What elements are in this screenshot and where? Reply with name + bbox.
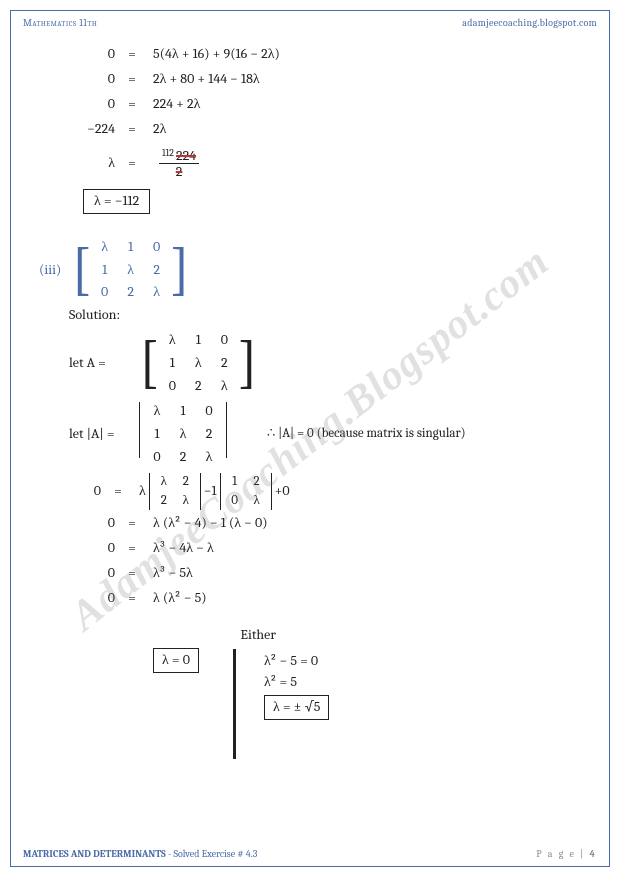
step-row: 0 = 224 + 2λ	[69, 93, 587, 115]
right-step: λ² = 5	[264, 673, 329, 692]
answer-box-1: λ = −112	[83, 189, 150, 214]
cofactor-expansion: 0 = λ λ2 2λ −1 12 0λ	[69, 473, 587, 510]
let-A-row: let A = [ λ10 1λ2 02λ ]	[69, 331, 587, 396]
answer-box-2b: λ = ± √5	[264, 695, 329, 720]
step-rhs: 5(4λ + 16) + 9(16 − 2λ)	[141, 45, 587, 64]
step-lhs: 0	[69, 45, 123, 64]
fraction-row: λ = 112224 2	[69, 148, 587, 180]
matrix-3x3: [ λ10 1λ2 02λ ]	[71, 238, 190, 303]
let-detA-row: let |A| = λ10 1λ2 02λ ∴ |A| = 0 (because…	[69, 402, 587, 467]
fraction: 112224 2	[159, 148, 199, 180]
footer-left: MATRICES AND DETERMINANTS - Solved Exerc…	[23, 848, 257, 860]
header-left: Mathematics 11th	[23, 17, 97, 29]
solution-label: Solution:	[69, 306, 587, 325]
right-step: λ² − 5 = 0	[264, 652, 329, 671]
step-row: 0 = λ³ − 4λ − λ	[69, 538, 587, 560]
singular-note: ∴ |A| = 0 (because matrix is singular)	[267, 425, 466, 443]
step-eq: =	[123, 45, 141, 64]
answer-box-2a: λ = 0	[153, 648, 199, 673]
either-label: Either	[240, 626, 275, 645]
either-block: λ = 0 Either λ² − 5 = 0 λ² = 5 λ = ± √5	[153, 626, 587, 759]
step-row: 0 = λ (λ² − 4) − 1 (λ − 0)	[69, 513, 587, 535]
step-row: −224 = 2λ	[69, 118, 587, 140]
part-iii-label: (iii) [ λ10 1λ2 02λ ]	[33, 238, 587, 303]
header-right: adamjeecoaching.blogspot.com	[462, 17, 597, 29]
content-body: 0 = 5(4λ + 16) + 9(16 − 2λ) 0 = 2λ + 80 …	[33, 43, 587, 759]
divider-line	[233, 649, 236, 759]
step-row: 0 = λ³ − 5λ	[69, 563, 587, 585]
page-outer: Mathematics 11th adamjeecoaching.blogspo…	[0, 0, 620, 877]
page-frame: Mathematics 11th adamjeecoaching.blogspo…	[10, 10, 610, 867]
footer-page: P a g e | 4	[536, 848, 597, 860]
step-row: 0 = 5(4λ + 16) + 9(16 − 2λ)	[69, 43, 587, 65]
step-row: 0 = λ (λ² − 5)	[69, 588, 587, 610]
step-row: 0 = 2λ + 80 + 144 − 18λ	[69, 68, 587, 90]
